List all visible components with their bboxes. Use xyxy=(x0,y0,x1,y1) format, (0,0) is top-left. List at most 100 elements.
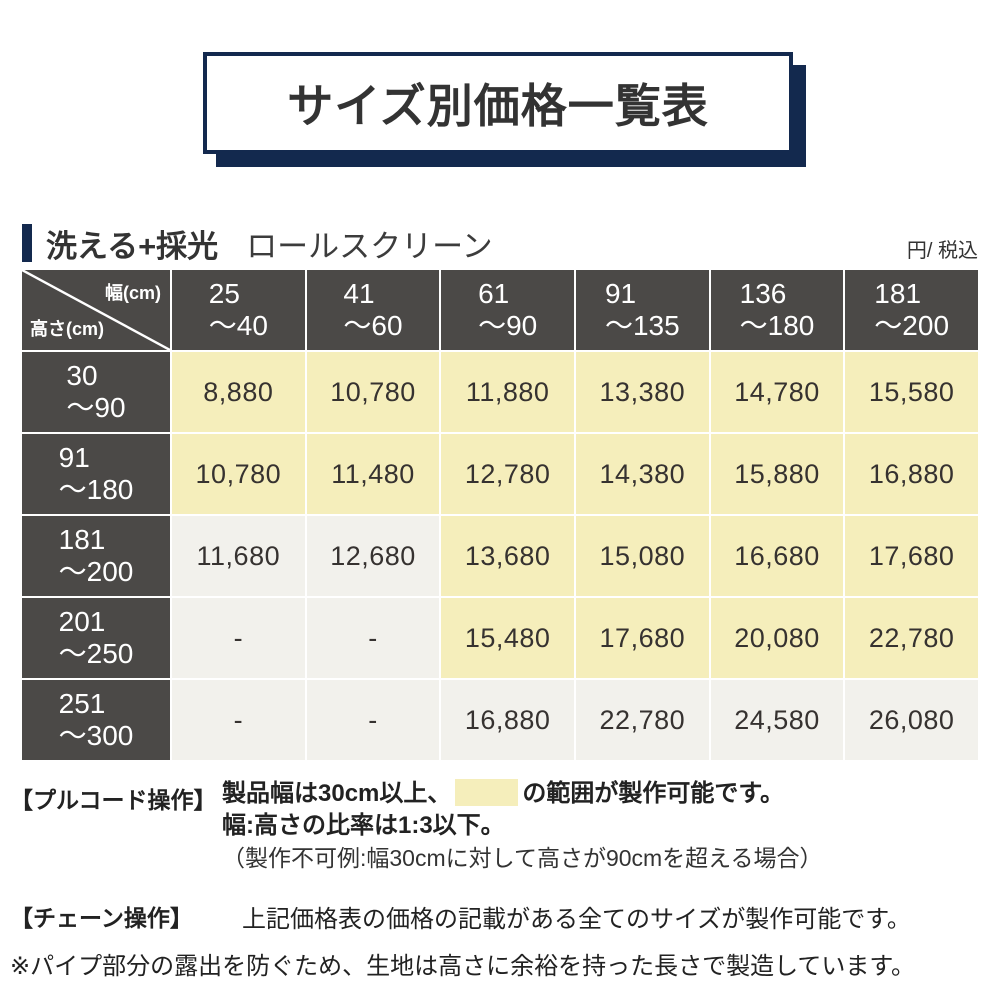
row-header: 30 〜90 xyxy=(22,352,170,432)
col-header-line2: 〜60 xyxy=(343,310,403,341)
row-header-line1: 251 xyxy=(58,687,106,719)
col-header: 25 〜40 xyxy=(172,270,305,350)
col-header-text: 136 〜180 xyxy=(740,278,815,343)
col-header-line1: 41 xyxy=(343,277,375,309)
price-cell: 13,680 xyxy=(441,516,574,596)
price-cell: 22,780 xyxy=(576,680,709,760)
row-header: 181 〜200 xyxy=(22,516,170,596)
row-header-text: 30 〜90 xyxy=(66,360,125,425)
col-header-line2: 〜40 xyxy=(208,310,268,341)
col-header-line1: 136 xyxy=(739,277,787,309)
pull-cord-label: 【プルコード操作】 xyxy=(10,787,217,813)
price-cell: 8,880 xyxy=(172,352,305,432)
col-header-line2: 〜90 xyxy=(478,310,538,341)
col-header-line2: 〜135 xyxy=(604,310,680,341)
col-header-text: 181 〜200 xyxy=(874,278,949,343)
col-header-text: 61 〜90 xyxy=(478,278,537,343)
price-cell: 10,780 xyxy=(306,352,440,432)
col-header: 181 〜200 xyxy=(845,270,978,350)
pipe-footnote: ※パイプ部分の露出を防ぐため、生地は高さに余裕を持った長さで製造しています。 xyxy=(10,953,915,980)
chain-text: 上記価格表の価格の記載がある全てのサイズが製作可能です。 xyxy=(242,906,911,933)
price-cell: 11,480 xyxy=(306,434,440,514)
row-header-line2: 〜250 xyxy=(58,638,134,669)
pull-cord-text: 製品幅は30cm以上、 の範囲が製作可能です。 幅:高さの比率は1:3以下。 （製… xyxy=(222,778,823,874)
price-cell: 10,780 xyxy=(172,434,305,514)
price-cell: 22,780 xyxy=(845,598,978,678)
pull-cord-note: 【プルコード操作】 製品幅は30cm以上、 の範囲が製作可能です。 幅:高さの比率… xyxy=(10,778,994,874)
price-cell: 16,880 xyxy=(441,680,574,760)
pull-cord-line2: 幅:高さの比率は1:3以下。 xyxy=(222,812,505,839)
col-header-line1: 181 xyxy=(874,277,922,309)
pull-cord-line1-after: の範囲が製作可能です。 xyxy=(522,780,784,807)
width-axis-label: 幅(cm) xyxy=(104,283,161,303)
col-header-line2: 〜200 xyxy=(874,310,950,341)
chain-label: 【チェーン操作】 xyxy=(10,905,193,931)
accent-bar xyxy=(22,224,32,262)
price-cell: - xyxy=(306,598,440,678)
price-cell: 20,080 xyxy=(710,598,844,678)
price-unit-label: 円/ 税込 xyxy=(906,240,978,262)
height-axis-label: 高さ(cm) xyxy=(30,319,105,339)
row-header: 201 〜250 xyxy=(22,598,170,678)
row-header-line2: 〜90 xyxy=(66,392,126,423)
price-cell: 26,080 xyxy=(845,680,978,760)
row-header-text: 181 〜200 xyxy=(59,524,134,589)
col-header-text: 91 〜135 xyxy=(605,278,680,343)
price-cell: - xyxy=(172,598,305,678)
row-header-text: 201 〜250 xyxy=(59,606,134,671)
price-cell: 15,480 xyxy=(441,598,574,678)
row-header-text: 251 〜300 xyxy=(59,688,134,753)
row-header-line2: 〜300 xyxy=(58,720,134,751)
price-cell: 17,680 xyxy=(576,598,709,678)
col-header-text: 25 〜40 xyxy=(209,278,268,343)
price-cell: 16,680 xyxy=(710,516,844,596)
price-cell: 15,080 xyxy=(576,516,709,596)
price-cell: - xyxy=(306,680,440,760)
price-cell: 15,580 xyxy=(845,352,978,432)
row-header-line1: 181 xyxy=(58,523,106,555)
diagonal-divider xyxy=(22,270,170,350)
price-cell: 17,680 xyxy=(845,516,978,596)
row-header-line1: 30 xyxy=(66,359,98,391)
col-header-line2: 〜180 xyxy=(739,310,815,341)
price-cell: 12,780 xyxy=(441,434,574,514)
row-header-line2: 〜200 xyxy=(58,556,134,587)
price-cell: 11,680 xyxy=(172,516,305,596)
price-table: 幅(cm) 高さ(cm) 25 〜40 41 〜60 61 〜90 91 〜135 136 〜18… xyxy=(22,270,978,760)
col-header-line1: 25 xyxy=(208,277,240,309)
yellow-range-swatch xyxy=(455,779,519,806)
price-cell: 14,380 xyxy=(576,434,709,514)
pull-cord-line1: 製品幅は30cm以上、 の範囲が製作可能です。 xyxy=(222,778,823,810)
col-header: 61 〜90 xyxy=(441,270,574,350)
price-cell: 12,680 xyxy=(306,516,440,596)
price-cell: 11,880 xyxy=(441,352,574,432)
price-cell: 16,880 xyxy=(845,434,978,514)
product-name-label: ロールスクリーン xyxy=(246,228,493,264)
row-header-line1: 91 xyxy=(58,441,90,473)
title-banner: サイズ別価格一覧表 xyxy=(203,52,793,154)
corner-header-cell: 幅(cm) 高さ(cm) xyxy=(22,270,170,350)
row-header: 91 〜180 xyxy=(22,434,170,514)
chain-note: 【チェーン操作】 上記価格表の価格の記載がある全てのサイズが製作可能です。 xyxy=(10,896,994,934)
col-header: 41 〜60 xyxy=(306,270,440,350)
page-title: サイズ別価格一覧表 xyxy=(287,80,709,132)
price-cell: 14,780 xyxy=(710,352,844,432)
col-header: 136 〜180 xyxy=(710,270,844,350)
row-header-line1: 201 xyxy=(58,605,106,637)
row-header-text: 91 〜180 xyxy=(59,442,134,507)
pull-cord-line1-before: 製品幅は30cm以上、 xyxy=(222,780,452,807)
col-header-line1: 61 xyxy=(478,277,510,309)
col-header-line1: 91 xyxy=(604,277,637,309)
product-heading: 洗える+採光 ロールスクリーン 円/ 税込 xyxy=(22,221,978,265)
row-header-line2: 〜180 xyxy=(58,474,134,505)
price-cell: 15,880 xyxy=(710,434,844,514)
price-cell: 24,580 xyxy=(710,680,844,760)
price-cell: - xyxy=(172,680,305,760)
pull-cord-line3: （製作不可例:幅30cmに対して高さが90cmを超える場合） xyxy=(222,845,823,871)
product-type-label: 洗える+採光 xyxy=(46,228,219,264)
col-header-text: 41 〜60 xyxy=(343,278,402,343)
col-header: 91 〜135 xyxy=(576,270,709,350)
row-header: 251 〜300 xyxy=(22,680,170,760)
price-cell: 13,380 xyxy=(576,352,709,432)
